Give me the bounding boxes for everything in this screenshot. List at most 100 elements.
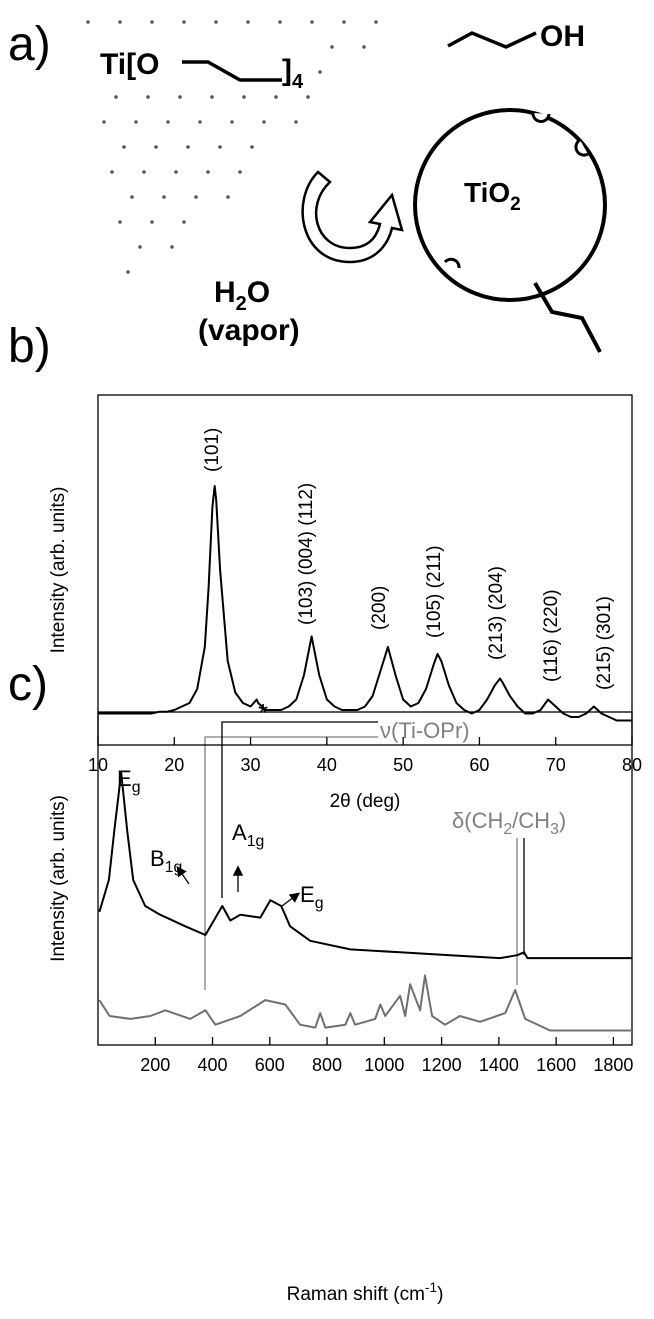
reaction-arrow: [301, 170, 404, 264]
annotation-part: E: [300, 882, 315, 907]
dot: [262, 120, 266, 124]
x-axis-label-part: Raman shift (cm: [287, 1284, 425, 1305]
annotation-part: 1g: [165, 859, 183, 876]
annotation-part: 3: [550, 821, 559, 838]
dot: [178, 95, 182, 99]
annotation: ν(Ti-OPr): [380, 718, 470, 743]
x-tick-label: 20: [164, 755, 184, 775]
dot: [342, 20, 346, 24]
annotation-part: 2: [503, 821, 512, 838]
dot: [194, 195, 198, 199]
surface-site: [443, 257, 461, 269]
dot: [374, 20, 378, 24]
x-tick-label: 1000: [364, 1055, 404, 1075]
dot: [242, 95, 246, 99]
annotation-part: (215) (301): [594, 596, 615, 690]
dot: [162, 195, 166, 199]
propanol-chain: [447, 31, 537, 49]
precursor-label: Ti[O: [100, 48, 159, 81]
x-tick-label: 1600: [536, 1055, 576, 1075]
vapor-dots: [86, 20, 378, 274]
data-line: [98, 771, 632, 960]
annotation-part: *: [258, 698, 268, 728]
leader-line: [221, 721, 378, 898]
dot: [170, 245, 174, 249]
annotation: (105) (211): [424, 545, 445, 638]
x-tick-label: 50: [393, 755, 413, 775]
annotation-part: /CH: [512, 808, 550, 833]
x-tick-label: 800: [312, 1055, 342, 1075]
y-axis-label: Intensity (arb. units): [48, 795, 69, 962]
annotation: (101): [202, 428, 223, 472]
x-tick-label: 1800: [593, 1055, 633, 1075]
dot: [138, 245, 142, 249]
dot: [86, 20, 90, 24]
annotation: Eg: [300, 882, 324, 912]
dot: [118, 220, 122, 224]
dot: [186, 145, 190, 149]
plot-frame: [97, 394, 633, 746]
annotation-part: g: [132, 779, 141, 796]
dot: [154, 145, 158, 149]
x-tick-label: 30: [241, 755, 261, 775]
annotation: δ(CH2/CH3): [452, 808, 566, 838]
surface-site: [574, 138, 589, 157]
dot: [210, 95, 214, 99]
annotation-part: g: [315, 895, 324, 912]
annotation-part: (213) (204): [486, 566, 507, 660]
x-axis-label: Raman shift (cm-1): [287, 1280, 444, 1305]
x-tick-label: 40: [317, 755, 337, 775]
x-tick-label: 200: [140, 1055, 170, 1075]
raman-leaders: [176, 721, 525, 990]
leader-line: [204, 736, 378, 990]
x-tick-label: 1200: [422, 1055, 462, 1075]
dot: [150, 20, 154, 24]
dot: [318, 70, 322, 74]
dot: [310, 20, 314, 24]
x-tick-label: 70: [546, 755, 566, 775]
dot: [182, 20, 186, 24]
data-line: [98, 974, 632, 1032]
dot: [250, 145, 254, 149]
annotation: *: [258, 698, 268, 728]
dot: [174, 170, 178, 174]
dot: [294, 120, 298, 124]
particle: [413, 108, 607, 302]
annotation-part: (103) (004) (112): [296, 483, 317, 625]
dot: [130, 195, 134, 199]
dot: [146, 95, 150, 99]
dot: [150, 220, 154, 224]
annotation-part: 1g: [247, 833, 265, 850]
annotation: (215) (301): [594, 596, 615, 690]
x-tick-label: 600: [255, 1055, 285, 1075]
x-axis-label-part: ): [437, 1284, 443, 1305]
dot: [206, 170, 210, 174]
alcohol-label: OH: [540, 20, 585, 53]
water-label: H2O: [214, 276, 270, 315]
dot: [238, 170, 242, 174]
annotation: (116) (220): [541, 589, 562, 682]
dot: [274, 95, 278, 99]
annotation-part: ν(Ti-OPr): [380, 718, 470, 743]
x-tick-label: 400: [198, 1055, 228, 1075]
x-axis-label: 2θ (deg): [330, 791, 401, 812]
dot: [166, 120, 170, 124]
panel-a: a) Ti[O ]4 OH TiO2 H2O (vapor): [8, 18, 607, 353]
annotation: A1g: [232, 820, 264, 850]
dot: [142, 170, 146, 174]
annotation-part: (101): [202, 428, 223, 472]
dot: [226, 195, 230, 199]
dot: [122, 145, 126, 149]
precursor-bracket: ]4: [282, 54, 304, 93]
propoxy-tail: [533, 281, 602, 353]
annotation-part: (105) (211): [424, 545, 445, 638]
annotation-part: δ(CH: [452, 808, 503, 833]
dot: [214, 20, 218, 24]
annotation: Eg: [117, 766, 141, 796]
x-tick-label: 60: [469, 755, 489, 775]
dot: [114, 95, 118, 99]
product-label: TiO2: [464, 177, 521, 215]
annotation-part: (200): [369, 586, 390, 630]
dot: [102, 120, 106, 124]
peak-arrow: [281, 892, 301, 907]
